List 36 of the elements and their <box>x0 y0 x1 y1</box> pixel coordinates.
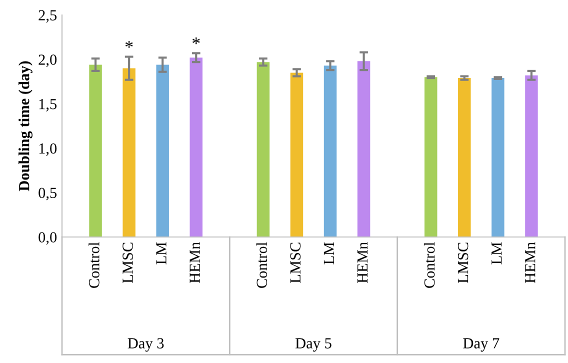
y-tick-label: 1,0 <box>39 143 57 156</box>
bar <box>256 62 270 237</box>
text: Day 5 <box>295 338 332 352</box>
x-tick-label: LMSC <box>290 242 301 284</box>
x-tick-label: Control <box>256 242 268 288</box>
bar <box>190 58 203 237</box>
x-tick-label: LM <box>492 242 502 264</box>
bar <box>89 64 102 237</box>
text: Day 7 <box>463 338 500 352</box>
bar <box>424 77 438 237</box>
x-tick-label: HEMn <box>357 242 368 284</box>
bar <box>122 68 136 237</box>
y-tick-label: 1,5 <box>39 99 57 112</box>
bar <box>290 72 304 237</box>
bar <box>357 61 370 237</box>
data-label: * <box>192 38 200 44</box>
bar <box>156 64 169 237</box>
text: Day 3 <box>128 338 164 352</box>
y-tick-label: 2,5 <box>38 10 57 23</box>
y-tick-label: 2,0 <box>38 54 57 68</box>
x-tick-label: Control <box>88 242 100 288</box>
bar <box>324 66 337 237</box>
x-tick-label: LM <box>324 242 334 264</box>
x-tick-label: LM <box>156 242 166 264</box>
x-tick-label: HEMn <box>525 242 536 284</box>
bar <box>492 78 504 237</box>
y-tick-label: 0,0 <box>38 232 57 245</box>
x-tick-label: LMSC <box>122 242 133 284</box>
x-tick-label: Control <box>424 242 435 288</box>
x-tick-label: LMSC <box>458 242 468 284</box>
x-tick-label: HEMn <box>190 242 200 284</box>
y-axis-title: Doubling time (day) <box>18 61 32 192</box>
y-tick-label: 0,5 <box>38 188 57 200</box>
bar <box>525 75 538 237</box>
data-label: * <box>125 41 133 48</box>
bar <box>458 78 471 237</box>
